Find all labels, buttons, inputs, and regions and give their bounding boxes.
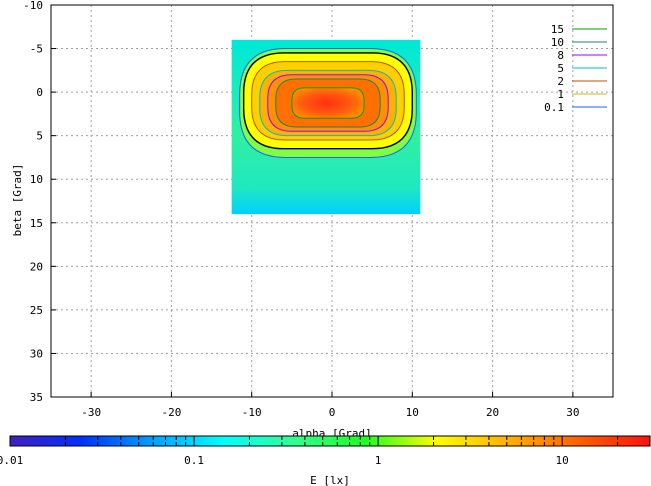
colorbar-tick-label: 10: [556, 454, 569, 467]
legend-label: 5: [557, 62, 564, 75]
colorbar-tick-label: 0.1: [184, 454, 204, 467]
y-tick-label: 25: [30, 304, 43, 317]
legend-label: 15: [551, 23, 564, 36]
colorbar-tick-label: 1: [375, 454, 382, 467]
contour-line-10: [275, 78, 381, 128]
y-axis-label: beta [Grad]: [11, 164, 24, 237]
y-tick-label: 10: [30, 173, 43, 186]
contour-line-15: [291, 87, 365, 119]
y-tick-label: 5: [36, 130, 43, 143]
contour-line-0_1: [239, 48, 417, 158]
contour-band-15: [291, 87, 365, 119]
legend-label: 10: [551, 36, 564, 49]
x-tick-label: -20: [161, 406, 181, 419]
legend-label: 1: [557, 88, 564, 101]
contour-lines: [239, 48, 417, 158]
legend-label: 2: [557, 75, 564, 88]
colorbar-label: E [lx]: [310, 474, 350, 486]
y-tick-label: -5: [30, 43, 43, 56]
contour-line-2: [251, 61, 405, 141]
x-tick-label: 30: [566, 406, 579, 419]
y-tick-label: 30: [30, 347, 43, 360]
legend-label: 8: [557, 49, 564, 62]
contour-boundary: [242, 52, 413, 150]
colorbar-tick-label: 0.01: [0, 454, 23, 467]
y-tick-label: 15: [30, 217, 43, 230]
colorbar: 0.01 0.1 1 10: [0, 435, 651, 467]
legend-label: 0.1: [544, 101, 564, 114]
contour-line-5: [259, 69, 397, 137]
y-tick-label: -10: [23, 0, 43, 12]
x-tick-label: -10: [242, 406, 262, 419]
x-tick-label: 10: [406, 406, 419, 419]
x-tick-label: -30: [81, 406, 101, 419]
contour-line-8: [267, 74, 389, 132]
y-tick-label: 20: [30, 260, 43, 273]
x-tick-label: 20: [486, 406, 499, 419]
y-tick-label: 0: [36, 86, 43, 99]
x-tick-label: 0: [329, 406, 336, 419]
y-tick-label: 35: [30, 391, 43, 404]
